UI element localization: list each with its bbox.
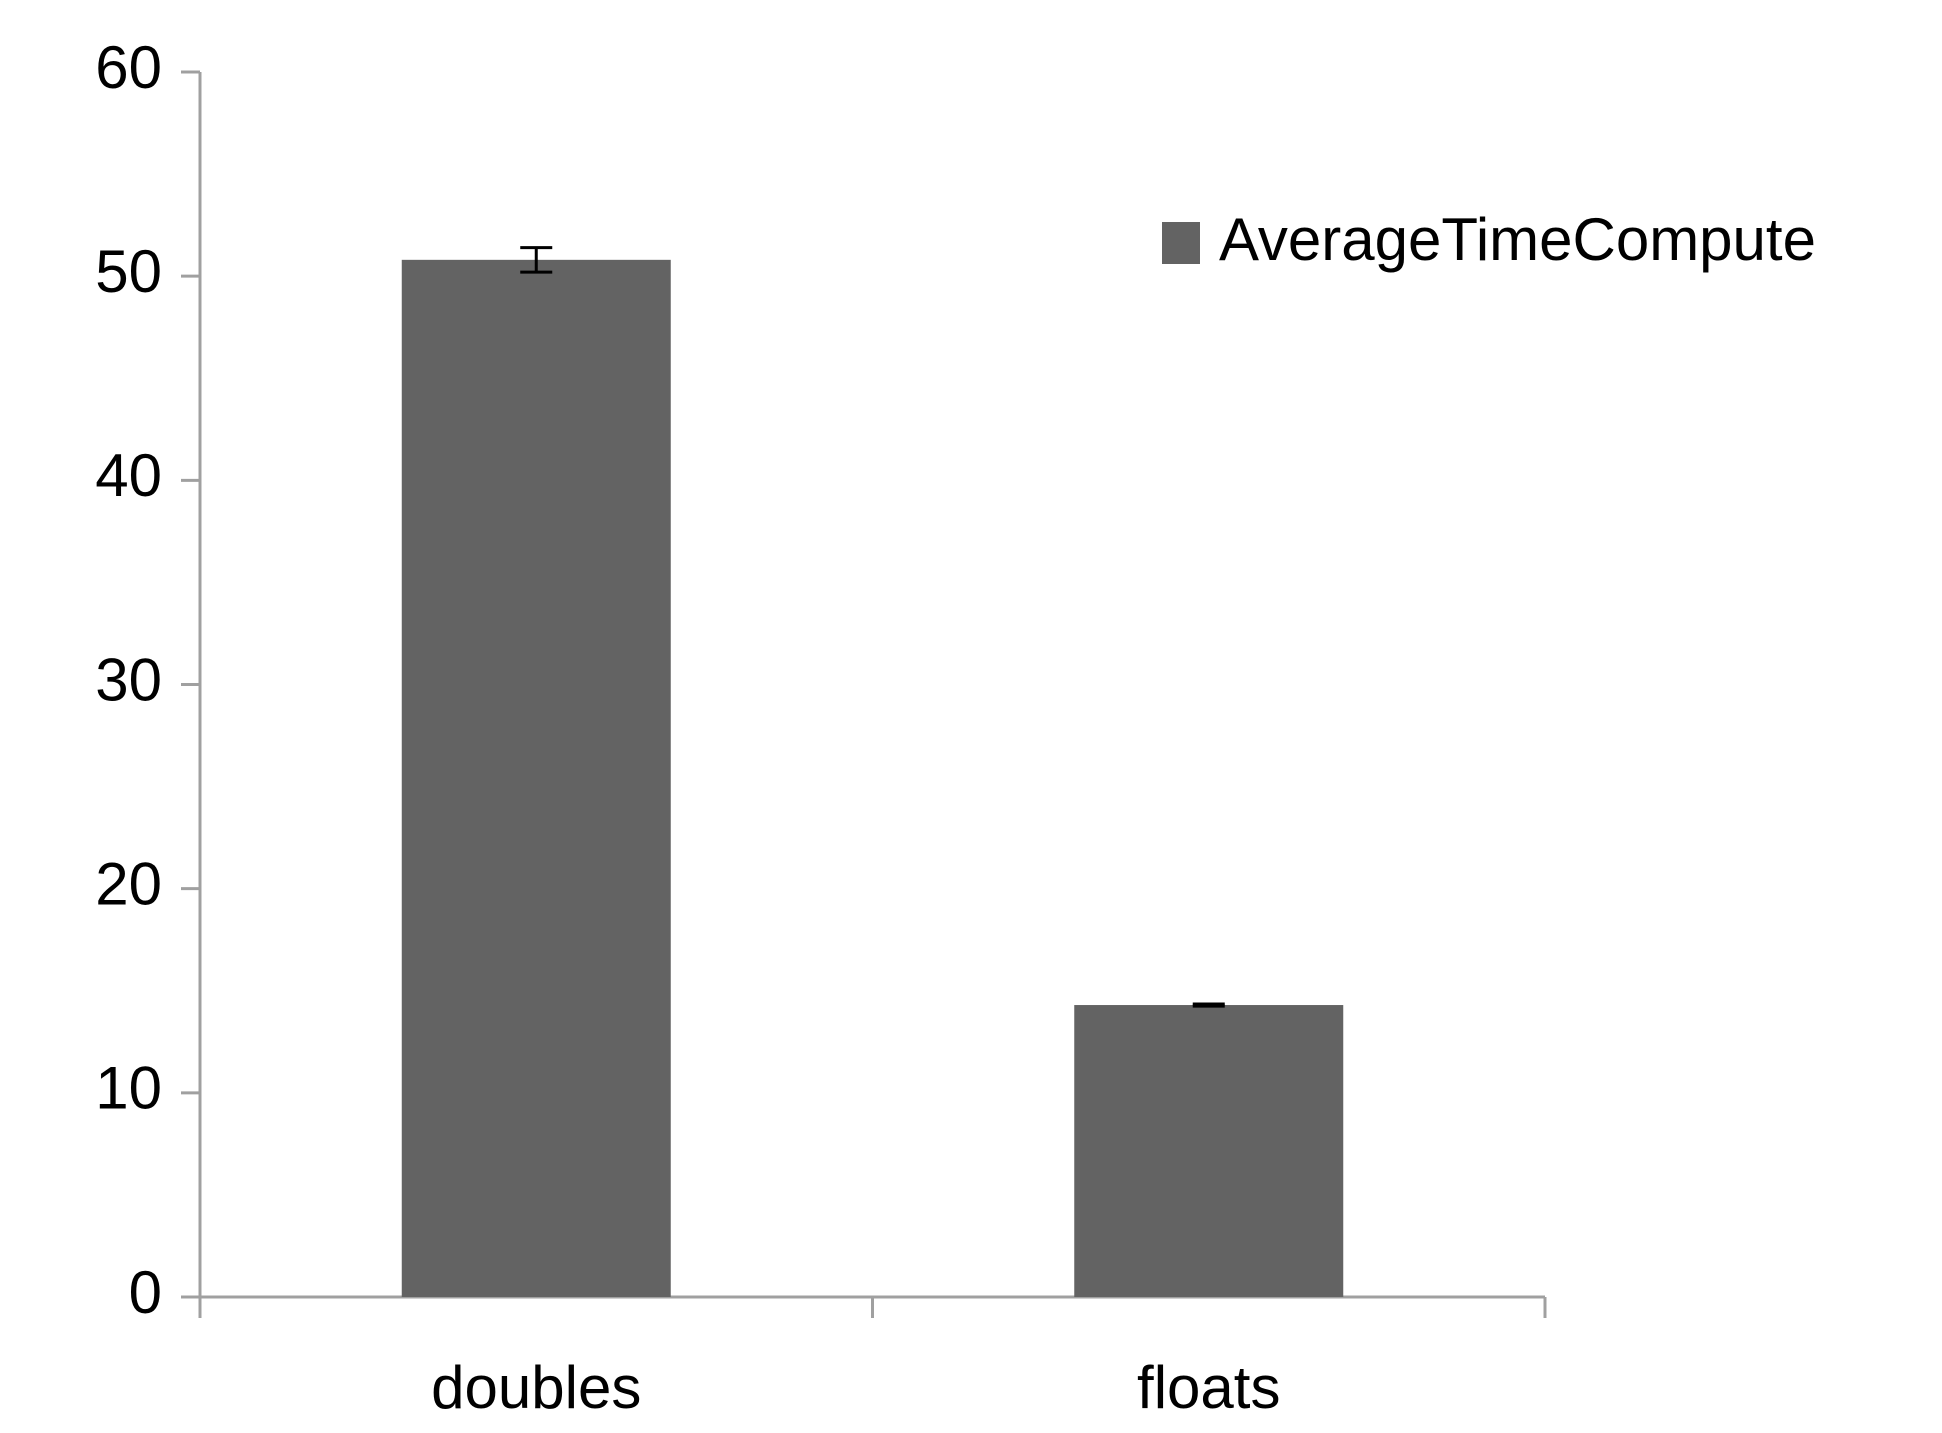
legend-label: AverageTimeCompute bbox=[1219, 206, 1816, 273]
y-tick-label: 60 bbox=[95, 34, 162, 101]
x-tick-label: doubles bbox=[431, 1354, 641, 1421]
x-tick-label: floats bbox=[1137, 1354, 1280, 1421]
y-tick-label: 10 bbox=[95, 1055, 162, 1122]
y-tick-label: 30 bbox=[95, 646, 162, 713]
y-tick-label: 40 bbox=[95, 442, 162, 509]
bar bbox=[1074, 1005, 1344, 1297]
error-bar bbox=[520, 246, 553, 274]
y-tick-label: 50 bbox=[95, 238, 162, 305]
bar bbox=[401, 259, 671, 1297]
y-tick-label: 0 bbox=[129, 1259, 162, 1326]
legend-swatch bbox=[1162, 222, 1200, 264]
y-tick-label: 20 bbox=[95, 851, 162, 918]
error-bar bbox=[1192, 1002, 1225, 1008]
